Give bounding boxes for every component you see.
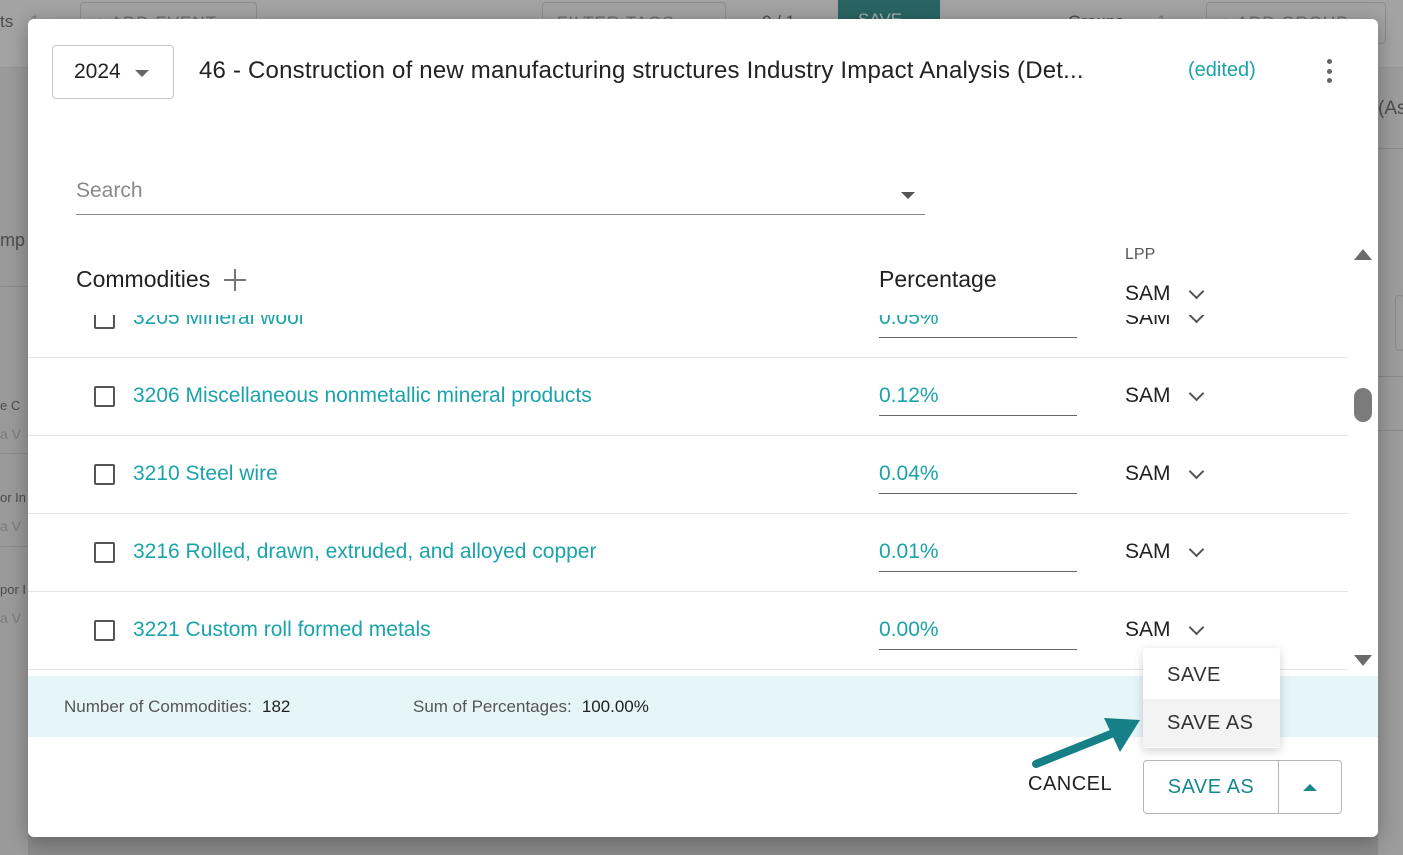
save-options-toggle[interactable]: [1279, 761, 1341, 813]
percentage-header: Percentage: [879, 266, 997, 292]
lpp-header-value: SAM: [1125, 282, 1171, 305]
chevron-down-icon: [1188, 619, 1204, 635]
lpp-value: SAM: [1125, 384, 1171, 407]
cancel-button[interactable]: CANCEL: [1028, 773, 1113, 795]
search-field[interactable]: [76, 175, 925, 215]
add-commodity-icon[interactable]: [224, 268, 247, 291]
scroll-down-icon[interactable]: [1354, 655, 1372, 666]
save-options-menu: SAVE SAVE AS: [1143, 648, 1280, 748]
menu-item-save-as[interactable]: SAVE AS: [1143, 699, 1280, 747]
commodity-link[interactable]: 3206 Miscellaneous nonmetallic mineral p…: [133, 384, 592, 407]
background-right-fragment: (As: [1378, 98, 1403, 119]
year-select-value: 2024: [74, 60, 121, 83]
list-scrollbar[interactable]: [1352, 247, 1374, 671]
more-options-icon[interactable]: [1318, 57, 1340, 85]
caret-down-icon[interactable]: [901, 192, 915, 199]
table-row: 3205 Mineral wool 0.05% SAM: [28, 315, 1348, 358]
background-side-fragment: a V: [0, 426, 22, 442]
commodity-list: 3205 Mineral wool 0.05% SAM 3206 Miscell…: [28, 315, 1348, 673]
commodity-link[interactable]: 3216 Rolled, drawn, extruded, and alloye…: [133, 540, 597, 563]
chevron-down-icon: [1188, 315, 1204, 323]
commodities-header-label: Commodities: [76, 266, 211, 292]
year-select[interactable]: 2024: [52, 45, 174, 99]
lpp-select[interactable]: SAM: [1125, 315, 1204, 330]
lpp-value: SAM: [1125, 618, 1171, 641]
background-left-panel: mp e C a V or In a V por I a V: [0, 68, 28, 855]
row-checkbox[interactable]: [94, 620, 115, 641]
chevron-down-icon: [1188, 463, 1204, 479]
table-row: 3216 Rolled, drawn, extruded, and alloye…: [28, 514, 1348, 592]
lpp-select[interactable]: SAM: [1125, 618, 1204, 642]
search-input[interactable]: [76, 175, 876, 203]
commodity-link[interactable]: 3221 Custom roll formed metals: [133, 618, 431, 641]
row-checkbox[interactable]: [94, 315, 115, 329]
percentage-input[interactable]: 0.01%: [879, 528, 1077, 572]
commodity-count-value: 182: [262, 697, 291, 716]
percentage-input[interactable]: 0.00%: [879, 606, 1077, 650]
commodity-count: Number of Commodities: 182: [64, 697, 290, 717]
commodities-header: Commodities: [76, 266, 247, 293]
row-checkbox[interactable]: [94, 542, 115, 563]
background-side-fragment: or In: [0, 490, 27, 505]
lpp-select[interactable]: SAM: [1125, 540, 1204, 564]
lpp-select[interactable]: SAM: [1125, 384, 1204, 408]
scrollbar-thumb[interactable]: [1354, 388, 1372, 422]
table-row: 3206 Miscellaneous nonmetallic mineral p…: [28, 358, 1348, 436]
percentage-input[interactable]: 0.04%: [879, 450, 1077, 494]
background-side-fragment: a V: [0, 518, 22, 534]
dialog-title: 46 - Construction of new manufacturing s…: [199, 57, 1084, 84]
commodity-count-label: Number of Commodities:: [64, 697, 253, 716]
edited-indicator: (edited): [1188, 59, 1256, 81]
commodity-link[interactable]: 3205 Mineral wool: [133, 315, 304, 329]
scroll-up-icon[interactable]: [1354, 249, 1372, 260]
save-as-button[interactable]: SAVE AS: [1144, 761, 1279, 813]
lpp-value: SAM: [1125, 462, 1171, 485]
percentage-input[interactable]: 0.05%: [879, 315, 1077, 338]
lpp-header-label: LPP: [1125, 246, 1156, 263]
chevron-down-icon: [1188, 283, 1204, 299]
commodities-dialog: 2024 46 - Construction of new manufactur…: [28, 19, 1378, 837]
background-left-fragment: ts: [0, 12, 14, 31]
lpp-value: SAM: [1125, 315, 1171, 329]
lpp-header-select[interactable]: SAM: [1125, 282, 1204, 306]
background-side-fragment: por I: [0, 582, 27, 597]
background-side-fragment: e C: [0, 398, 21, 413]
lpp-select[interactable]: SAM: [1125, 462, 1204, 486]
percentage-sum-value: 100.00%: [581, 697, 649, 716]
menu-item-save[interactable]: SAVE: [1167, 664, 1221, 686]
chevron-down-icon: [1188, 385, 1204, 401]
caret-down-icon: [134, 69, 149, 77]
save-split-button: SAVE AS: [1143, 760, 1342, 814]
percentage-input[interactable]: 0.12%: [879, 372, 1077, 416]
percentage-sum: Sum of Percentages: 100.00%: [413, 697, 649, 717]
commodity-link[interactable]: 3210 Steel wire: [133, 462, 278, 485]
annotation-arrow-icon: [1032, 718, 1140, 768]
percentage-sum-label: Sum of Percentages:: [413, 697, 572, 716]
chevron-down-icon: [1188, 541, 1204, 557]
background-side-fragment: a V: [0, 610, 22, 626]
caret-up-icon: [1303, 783, 1317, 791]
row-checkbox[interactable]: [94, 386, 115, 407]
background-right-panel: (As: [1378, 68, 1403, 855]
table-row: 3221 Custom roll formed metals 0.00% SAM: [28, 592, 1348, 670]
lpp-value: SAM: [1125, 540, 1171, 563]
table-row: 3210 Steel wire 0.04% SAM: [28, 436, 1348, 514]
row-checkbox[interactable]: [94, 464, 115, 485]
background-side-fragment: mp: [0, 230, 26, 250]
